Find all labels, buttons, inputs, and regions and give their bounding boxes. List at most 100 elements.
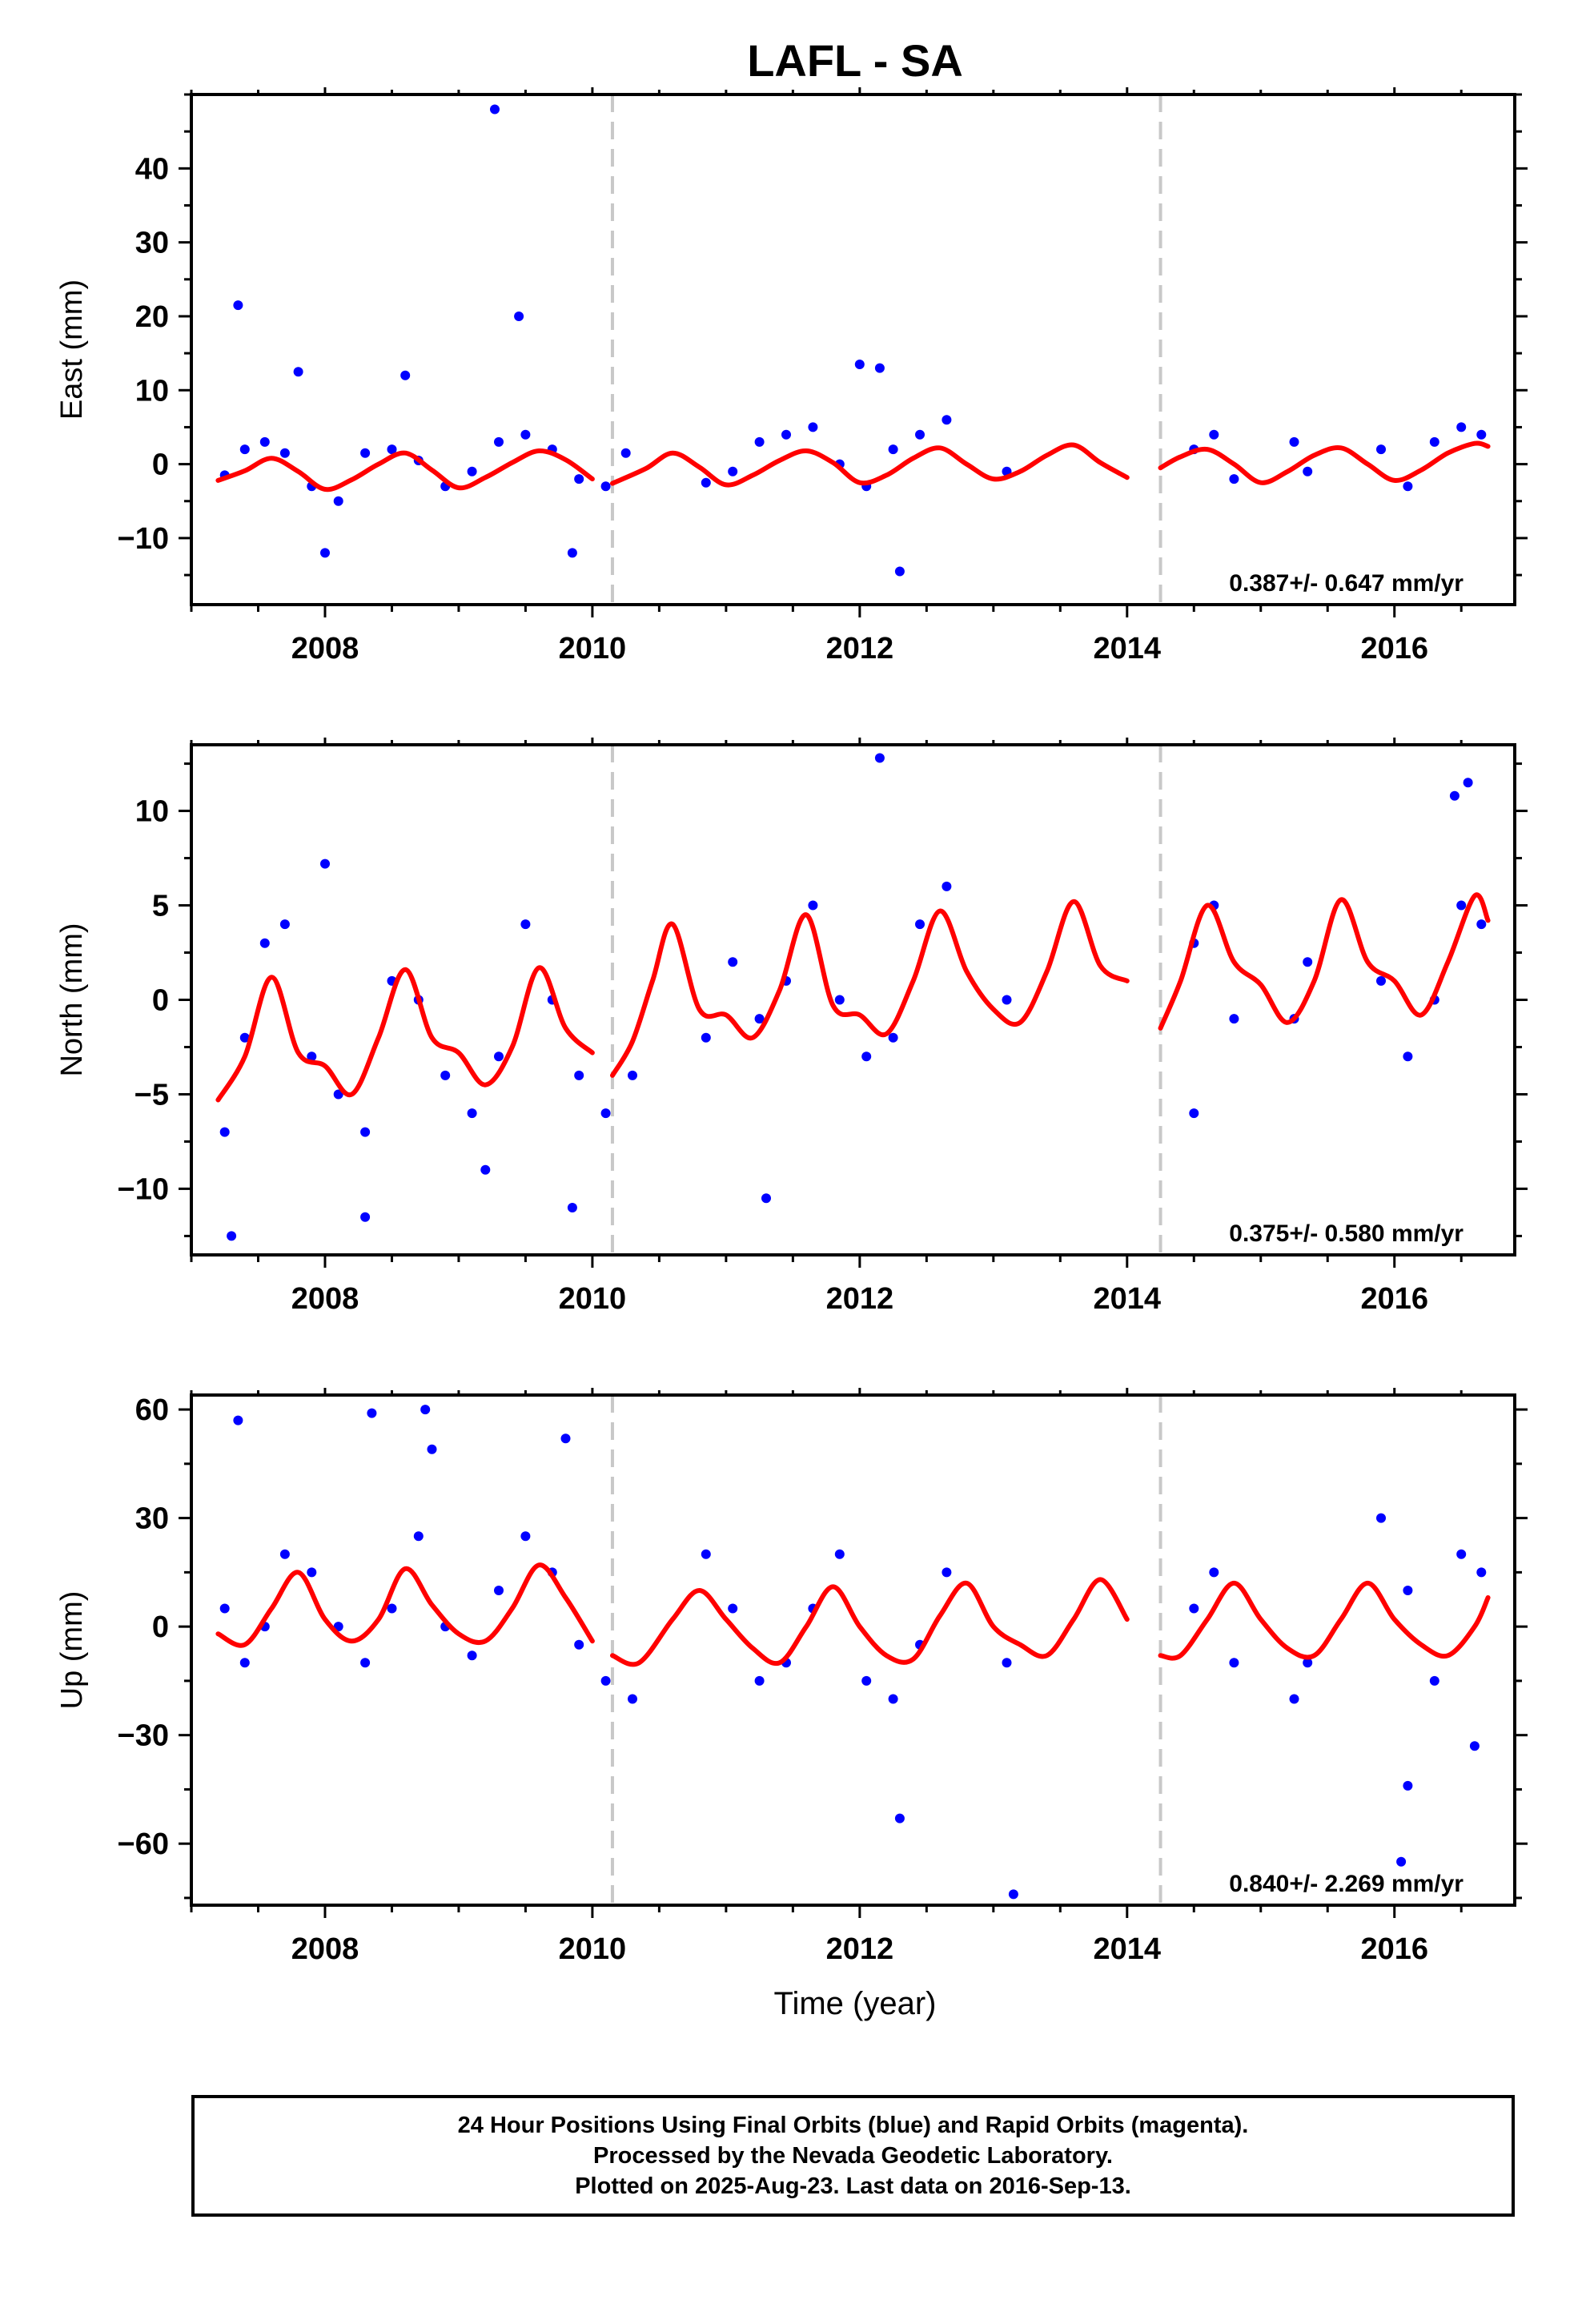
up-y-tick-label: −60 (118, 1827, 169, 1861)
up-data-point (894, 1813, 905, 1823)
east-plot-area (215, 94, 1491, 605)
up-data-point (427, 1444, 437, 1454)
north-data-point (1456, 900, 1467, 911)
east-x-tick-label: 2016 (1360, 632, 1428, 665)
north-y-tick-label: 5 (152, 890, 169, 923)
up-data-point (1403, 1780, 1413, 1791)
north-data-point (480, 1164, 491, 1175)
north-data-point (888, 1032, 898, 1043)
north-data-point (1403, 1051, 1413, 1062)
north-data-point (239, 1032, 250, 1043)
north-data-point (1303, 957, 1313, 967)
east-data-point (279, 448, 290, 458)
up-x-tick-label: 2014 (1094, 1932, 1162, 1966)
north-data-point (1476, 919, 1487, 930)
east-data-point (320, 548, 330, 558)
north-data-point (227, 1231, 237, 1241)
north-data-point (942, 881, 952, 891)
north-x-tick-label: 2014 (1094, 1282, 1162, 1316)
up-data-point (1376, 1513, 1386, 1523)
east-data-point (574, 474, 584, 485)
east-data-point (567, 548, 577, 558)
north-data-point (494, 1051, 504, 1062)
east-plot-frame (190, 93, 1516, 606)
up-data-point (628, 1694, 637, 1704)
up-y-axis-label: Up (mm) (55, 1591, 89, 1710)
north-data-point (320, 858, 330, 869)
north-data-point (1189, 1108, 1199, 1119)
up-data-point (701, 1549, 711, 1559)
north-data-point (834, 995, 845, 1005)
up-data-point (279, 1549, 290, 1559)
up-x-tick-label: 2012 (826, 1932, 894, 1966)
up-model-curve-1 (610, 1577, 1130, 1667)
up-y-tick-label: −30 (118, 1719, 169, 1753)
east-y-axis-label: East (mm) (55, 279, 89, 420)
up-model-curve-0 (215, 1562, 595, 1648)
east-data-point (1376, 444, 1386, 455)
north-data-point (1002, 995, 1012, 1005)
up-data-point (467, 1651, 477, 1661)
east-y-tick-label: 20 (135, 300, 169, 334)
up-y-tick-label: 0 (152, 1610, 169, 1644)
up-data-point (233, 1415, 243, 1425)
north-x-tick-label: 2010 (559, 1282, 627, 1316)
up-y-tick-label: 60 (135, 1393, 169, 1427)
east-data-point (514, 312, 524, 321)
north-data-point (761, 1193, 771, 1204)
east-data-point (888, 444, 898, 455)
east-y-tick-label: 0 (152, 448, 169, 482)
up-data-point (1303, 1658, 1313, 1668)
east-data-point (490, 104, 500, 115)
north-data-point (701, 1032, 711, 1043)
east-data-point (1209, 429, 1219, 440)
north-model-curve-2 (1158, 892, 1491, 1031)
east-data-point (620, 448, 631, 458)
east-data-point (520, 429, 531, 440)
north-data-point (259, 938, 270, 948)
east-data-point (333, 496, 343, 506)
up-data-point (888, 1694, 898, 1704)
east-y-tick-label: 40 (135, 152, 169, 186)
up-data-point (387, 1603, 397, 1614)
north-data-point (567, 1203, 577, 1212)
east-data-point (701, 477, 711, 488)
note-line-dates: Plotted on 2025-Aug-23. Last data on 201… (575, 2173, 1131, 2199)
up-data-point (942, 1567, 952, 1578)
east-data-point (754, 436, 765, 447)
east-data-point (494, 436, 504, 447)
north-data-point (874, 753, 885, 763)
east-data-point (915, 429, 925, 440)
processing-note-box: 24 Hour Positions Using Final Orbits (bl… (191, 2095, 1515, 2217)
panels: 2008 2010 2012 2014 2016 −10 0 10 20 30 40 East (mm… (55, 87, 1528, 1966)
east-data-point (387, 444, 397, 455)
north-data-point (440, 1070, 451, 1080)
up-data-point (1002, 1658, 1012, 1668)
east-data-point (874, 363, 885, 373)
up-data-point (1429, 1675, 1439, 1686)
east-data-point (942, 415, 952, 425)
north-data-point (808, 900, 818, 911)
north-data-point (1449, 790, 1460, 801)
up-data-point (560, 1433, 571, 1444)
north-x-tick-label: 2016 (1360, 1282, 1428, 1316)
east-model-curve-0 (215, 448, 595, 493)
panel-up: 2008 2010 2012 2014 2016 −60 −30 0 30 60 Up (mm) 0.… (55, 1388, 1528, 1966)
east-data-point (1303, 466, 1313, 476)
north-data-point (360, 1212, 371, 1222)
up-data-point (834, 1549, 845, 1559)
north-data-point (628, 1070, 637, 1080)
north-x-tick-label: 2008 (291, 1282, 359, 1316)
x-axis-label: Time (year) (774, 1986, 937, 2021)
note-line-processor: Processed by the Nevada Geodetic Laborat… (593, 2143, 1113, 2169)
east-data-point (808, 422, 818, 432)
east-data-point (728, 466, 738, 476)
east-x-tick-label: 2008 (291, 632, 359, 665)
north-y-axis-label: North (mm) (55, 923, 89, 1076)
up-data-point (1209, 1567, 1219, 1578)
north-model-curve-1 (610, 899, 1130, 1078)
up-plot-area (215, 1395, 1491, 1905)
up-data-point (360, 1658, 371, 1668)
up-data-point (600, 1675, 611, 1686)
